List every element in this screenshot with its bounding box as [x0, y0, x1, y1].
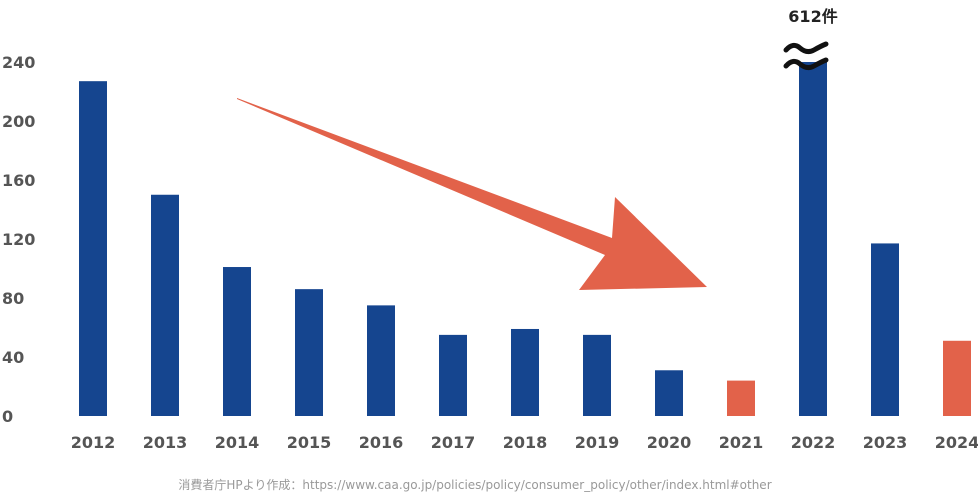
bar-2019	[583, 334, 611, 416]
y-tick-label: 240	[2, 53, 35, 72]
bar-2024	[943, 340, 971, 416]
bar-2020	[655, 370, 683, 416]
y-tick-label: 200	[2, 112, 35, 131]
x-tick-label: 2018	[503, 433, 548, 452]
bar-2021	[727, 380, 755, 416]
bar-2018	[511, 328, 539, 416]
bar-2013	[151, 194, 179, 416]
x-tick-label: 2017	[431, 433, 476, 452]
x-tick-label: 2022	[791, 433, 836, 452]
x-tick-label: 2013	[143, 433, 188, 452]
bar-2022	[799, 62, 827, 416]
y-tick-label: 80	[2, 289, 24, 308]
x-tick-label: 2020	[647, 433, 692, 452]
bar-2016	[367, 305, 395, 416]
y-tick-label: 0	[2, 407, 13, 426]
y-axis: 0 40 80 120 160 200 240	[2, 53, 35, 426]
broken-bar-label: 612件	[788, 7, 837, 26]
x-tick-label: 2012	[71, 433, 116, 452]
source-note: 消費者庁HPより作成：https://www.caa.go.jp/policie…	[178, 477, 771, 492]
y-tick-label: 120	[2, 230, 35, 249]
bar-2014	[223, 267, 251, 416]
bar-2015	[295, 289, 323, 416]
x-axis: 2012 2013 2014 2015 2016 2017 2018 2019 2020 2021…	[71, 433, 978, 452]
x-tick-label: 2024	[935, 433, 978, 452]
bars	[79, 62, 971, 417]
x-tick-label: 2016	[359, 433, 404, 452]
x-tick-label: 2023	[863, 433, 908, 452]
bar-2023	[871, 243, 899, 416]
x-tick-label: 2015	[287, 433, 332, 452]
x-tick-label: 2019	[575, 433, 620, 452]
y-tick-label: 40	[2, 348, 24, 367]
axis-break-icon	[783, 41, 829, 71]
bar-2012	[79, 81, 107, 417]
bar-2017	[439, 334, 467, 416]
trend-arrow	[237, 98, 707, 290]
x-tick-label: 2021	[719, 433, 764, 452]
x-tick-label: 2014	[215, 433, 260, 452]
y-tick-label: 160	[2, 171, 35, 190]
